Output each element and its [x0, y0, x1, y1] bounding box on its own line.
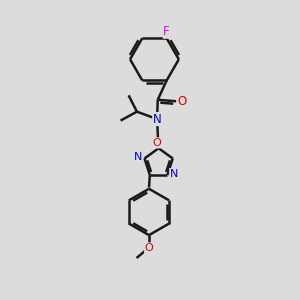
Text: F: F	[163, 25, 170, 38]
Text: O: O	[178, 95, 187, 108]
Text: N: N	[134, 152, 142, 162]
Text: O: O	[153, 138, 161, 148]
Text: N: N	[170, 169, 178, 178]
Text: N: N	[153, 112, 161, 126]
Text: O: O	[145, 243, 153, 253]
